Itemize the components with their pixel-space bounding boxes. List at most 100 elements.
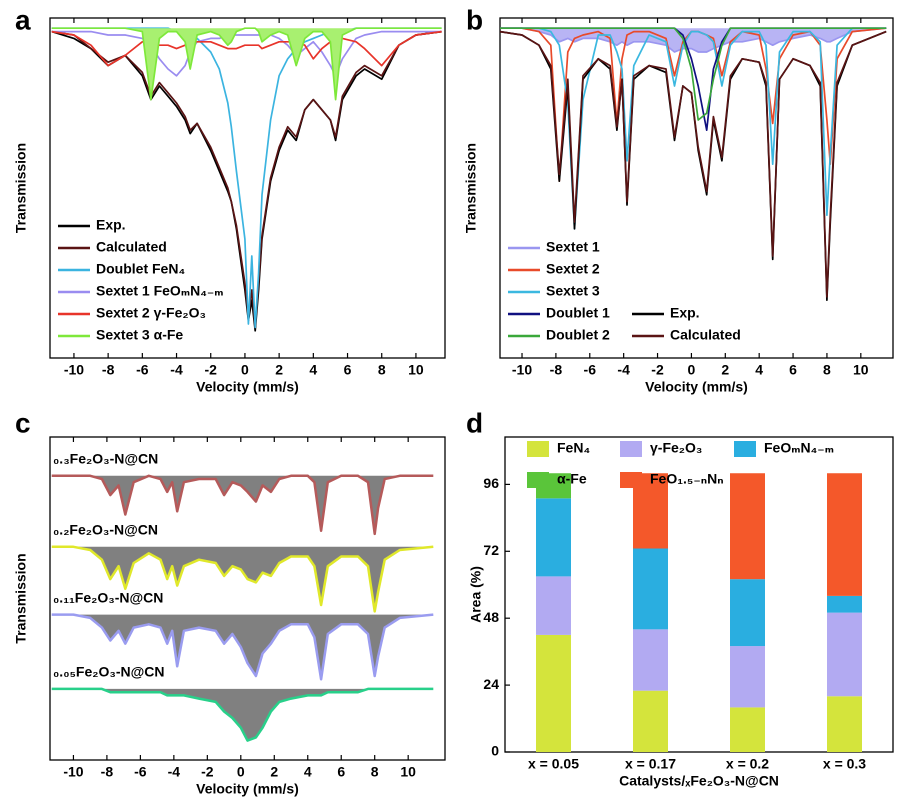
bar-segment <box>536 498 571 577</box>
plot-frame <box>499 17 894 359</box>
bar-segment <box>730 579 765 647</box>
x-axis-label: Velocity (mm/s) <box>196 379 299 395</box>
panel-letter: a <box>15 4 31 35</box>
legend-label: Doublet FeN₄ <box>96 261 185 277</box>
legend-label: Exp. <box>96 217 126 233</box>
legend-label: FeOₘN₄₋ₘ <box>764 440 834 456</box>
series-label: ₀.₀₅Fe₂O₃-N@CN <box>53 664 165 680</box>
x-tick-label: 4 <box>304 764 312 780</box>
spectrum-line <box>500 27 887 121</box>
x-tick-label: 2 <box>275 362 283 378</box>
legend-label: Sextet 2 γ-Fe₂O₃ <box>96 305 206 321</box>
plot-frame <box>49 17 446 359</box>
x-tick-label: 8 <box>823 362 831 378</box>
legend-swatch <box>734 441 756 457</box>
legend-label: Doublet 2 <box>546 327 610 343</box>
y-tick-label: 72 <box>483 542 499 558</box>
x-tick-label: 8 <box>378 362 386 378</box>
legend-label: FeN₄ <box>557 440 590 456</box>
bar-segment <box>827 595 862 613</box>
legend-swatch <box>527 441 549 457</box>
x-tick-label: -8 <box>101 764 114 780</box>
bar-segment <box>730 646 765 708</box>
panel-letter: b <box>466 4 483 35</box>
x-tick-label: -4 <box>168 764 181 780</box>
x-tick-label: 0 <box>237 764 245 780</box>
x-tick-label: -6 <box>136 362 149 378</box>
x-tick-label: 4 <box>755 362 763 378</box>
x-tick-label: -10 <box>512 362 532 378</box>
x-tick-label: 6 <box>337 764 345 780</box>
y-tick-label: 48 <box>483 609 499 625</box>
legend-label: Doublet 1 <box>546 305 610 321</box>
series-label: ₀.₁₁Fe₂O₃-N@CN <box>53 589 163 605</box>
bar-segment <box>633 629 668 691</box>
bar-segment <box>827 473 862 596</box>
spectrum-line <box>51 27 442 101</box>
y-tick-label: 96 <box>483 475 499 491</box>
x-tick-label: -8 <box>550 362 563 378</box>
series-label: ₀.₂Fe₂O₃-N@CN <box>53 522 158 538</box>
legend-label: Sextet 1 <box>546 239 600 255</box>
y-tick-label: 24 <box>483 676 499 692</box>
legend-label: Sextet 3 α-Fe <box>96 327 183 343</box>
x-tick-label: 10 <box>400 764 416 780</box>
bar-segment <box>633 548 668 630</box>
x-tick-label: 10 <box>408 362 424 378</box>
x-tick-label: -4 <box>617 362 630 378</box>
legend-label: Exp. <box>670 305 700 321</box>
x-axis-label: Catalysts/ₓFe₂O₃-N@CN <box>619 773 779 789</box>
legend-label: γ-Fe₂O₃ <box>650 440 702 456</box>
legend-label: Calculated <box>96 239 167 255</box>
spectrum-line <box>51 545 434 613</box>
panel-letter: c <box>15 407 31 438</box>
x-axis-label: Velocity (mm/s) <box>196 781 299 797</box>
panel-letter: d <box>466 407 483 438</box>
legend-swatch <box>527 472 549 488</box>
spectrum-line <box>499 30 887 298</box>
y-axis-label: Transmission <box>13 553 29 643</box>
x-tick-label: 4 <box>309 362 317 378</box>
y-axis-label: Transmission <box>13 143 29 233</box>
legend-label: Sextet 3 <box>546 283 600 299</box>
bar-segment <box>827 696 862 752</box>
x-axis-label: Velocity (mm/s) <box>645 379 748 395</box>
x-tick-label: -2 <box>205 362 218 378</box>
legend-swatch <box>620 441 642 457</box>
x-tick-label: -8 <box>102 362 115 378</box>
legend-label: α-Fe <box>557 471 587 487</box>
x-tick-label: -10 <box>63 764 83 780</box>
x-tick-label: 2 <box>270 764 278 780</box>
legend-label: Calculated <box>670 327 741 343</box>
x-tick-label: x = 0.2 <box>726 756 769 772</box>
spectrum-line <box>51 30 442 77</box>
plot-frame <box>504 436 894 753</box>
bar-segment <box>730 473 765 580</box>
bar-segment <box>827 612 862 697</box>
spectrum-line <box>51 687 434 742</box>
x-tick-label: 6 <box>344 362 352 378</box>
legend-label: Sextet 1 FeOₘN₄₋ₘ <box>96 283 224 299</box>
x-tick-label: x = 0.17 <box>625 756 676 772</box>
x-tick-label: -4 <box>170 362 183 378</box>
x-tick-label: 10 <box>853 362 869 378</box>
x-tick-label: -6 <box>584 362 597 378</box>
bar-segment <box>633 690 668 752</box>
x-tick-label: 2 <box>721 362 729 378</box>
x-tick-label: 0 <box>688 362 696 378</box>
bar-segment <box>536 576 571 635</box>
y-axis-label: Area (%) <box>468 566 484 623</box>
legend-label: FeO₁.₅₋ₙNₙ <box>650 471 724 487</box>
x-tick-label: x = 0.05 <box>528 756 579 772</box>
spectrum-line <box>51 474 434 536</box>
x-tick-label: 6 <box>789 362 797 378</box>
bar-segment <box>730 707 765 752</box>
x-tick-label: 0 <box>241 362 249 378</box>
series-label: ₀.₃Fe₂O₃-N@CN <box>53 450 158 466</box>
x-tick-label: -10 <box>64 362 84 378</box>
y-axis-label: Transmission <box>463 143 479 233</box>
legend-label: Sextet 2 <box>546 261 600 277</box>
spectrum-line <box>51 613 434 681</box>
y-tick-label: 0 <box>491 743 499 759</box>
